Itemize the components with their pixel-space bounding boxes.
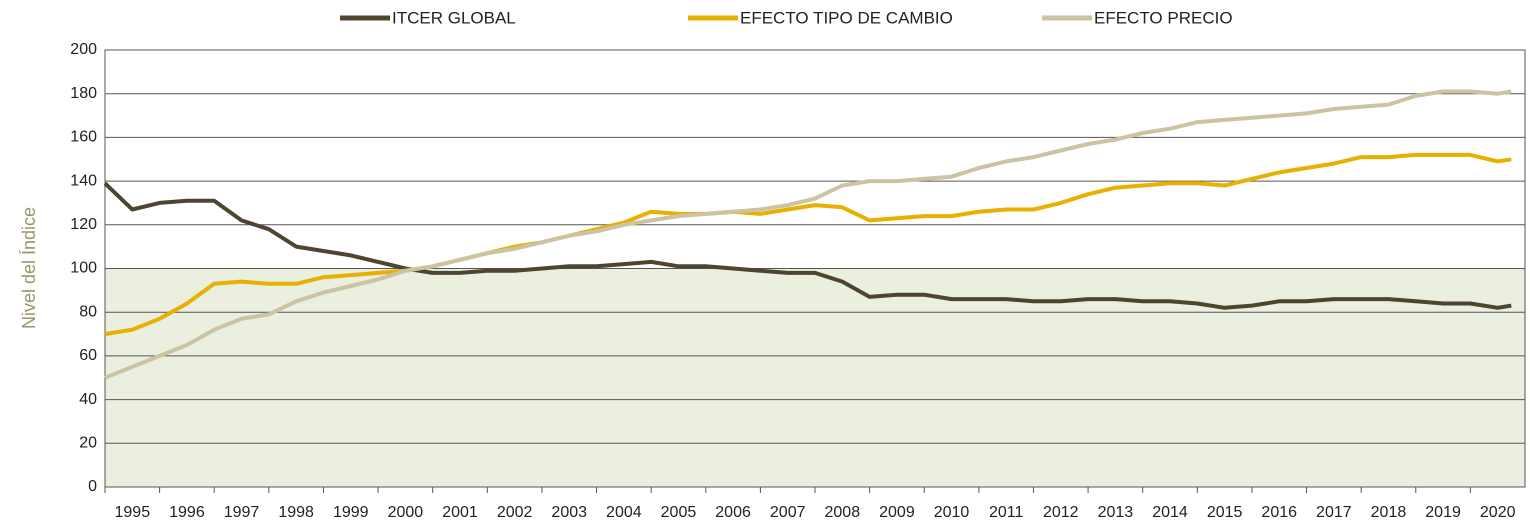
x-tick-label: 1997 bbox=[224, 504, 260, 521]
y-axis-label: Nivel del Índice bbox=[19, 207, 39, 329]
x-tick-label: 2006 bbox=[715, 504, 751, 521]
x-tick-label: 2004 bbox=[606, 504, 642, 521]
x-tick-label: 2010 bbox=[934, 504, 970, 521]
y-tick-label: 40 bbox=[79, 391, 97, 408]
y-tick-label: 80 bbox=[79, 303, 97, 320]
y-tick-label: 0 bbox=[88, 478, 97, 495]
y-tick-label: 60 bbox=[79, 347, 97, 364]
y-tick-label: 160 bbox=[70, 129, 97, 146]
x-tick-label: 2003 bbox=[551, 504, 587, 521]
y-tick-label: 140 bbox=[70, 172, 97, 189]
x-tick-label: 2008 bbox=[825, 504, 861, 521]
series-line bbox=[104, 152, 1512, 337]
legend: ITCER GLOBAL EFECTO TIPO DE CAMBIO EFECTO … bbox=[340, 8, 1233, 27]
x-tick-label: 2011 bbox=[989, 504, 1024, 521]
x-tick-label: 1996 bbox=[169, 504, 205, 521]
x-tick-label: 2013 bbox=[1098, 504, 1134, 521]
series-line bbox=[104, 89, 1512, 380]
x-tick-label: 2012 bbox=[1043, 504, 1079, 521]
x-tick-label: 2017 bbox=[1316, 504, 1352, 521]
x-tick-label: 2019 bbox=[1425, 504, 1461, 521]
x-tick-label: 1999 bbox=[333, 504, 369, 521]
x-tick-label: 2014 bbox=[1152, 504, 1188, 521]
x-tick-label: 2016 bbox=[1261, 504, 1297, 521]
y-tick-label: 120 bbox=[70, 216, 97, 233]
x-tick-label: 1995 bbox=[115, 504, 151, 521]
legend-label: ITCER GLOBAL bbox=[392, 8, 516, 27]
x-tick-label: 2015 bbox=[1207, 504, 1243, 521]
y-tick-label: 100 bbox=[70, 260, 97, 277]
x-tick-label: 2020 bbox=[1480, 504, 1516, 521]
x-tick-label: 1998 bbox=[278, 504, 314, 521]
y-tick-label: 180 bbox=[70, 85, 97, 102]
x-tick-label: 2009 bbox=[879, 504, 915, 521]
x-tick-label: 2002 bbox=[497, 504, 533, 521]
y-tick-label: 20 bbox=[79, 435, 97, 452]
series-line bbox=[103, 181, 1512, 310]
x-tick-label: 2000 bbox=[388, 504, 424, 521]
x-tick-label: 2018 bbox=[1371, 504, 1407, 521]
y-tick-label: 200 bbox=[70, 41, 97, 58]
shaded-region bbox=[105, 268, 1525, 487]
legend-label: EFECTO PRECIO bbox=[1094, 8, 1233, 27]
x-tick-label: 2005 bbox=[661, 504, 697, 521]
legend-label: EFECTO TIPO DE CAMBIO bbox=[740, 8, 953, 27]
x-tick-label: 2001 bbox=[442, 504, 478, 521]
x-tick-label: 2007 bbox=[770, 504, 806, 521]
